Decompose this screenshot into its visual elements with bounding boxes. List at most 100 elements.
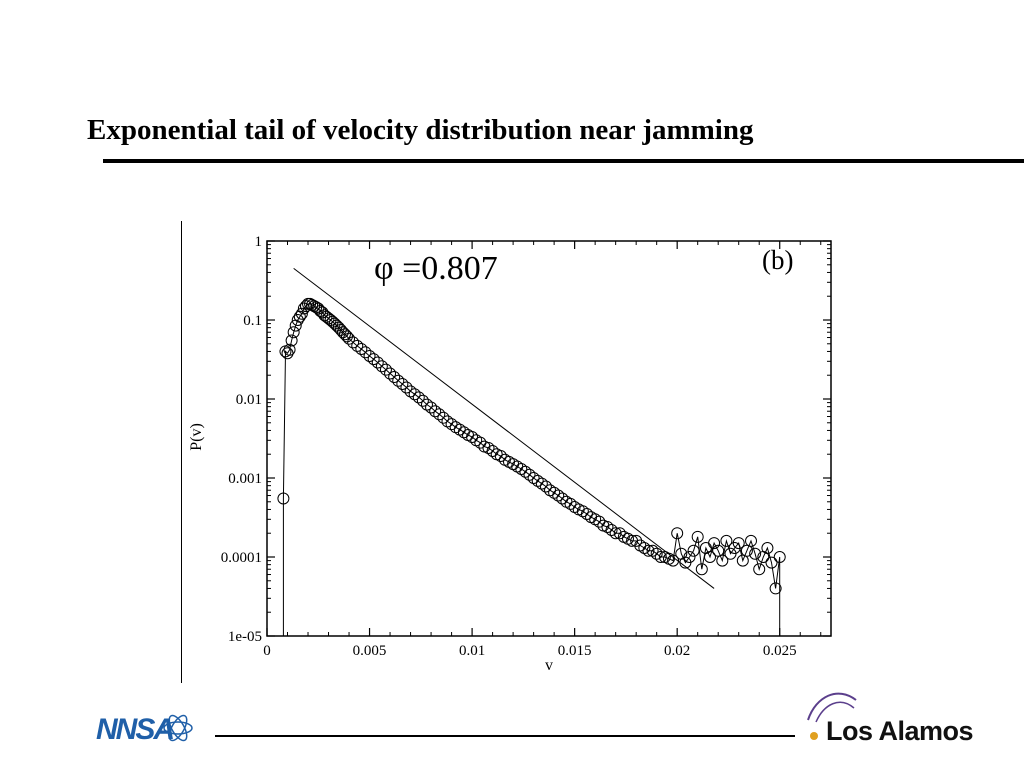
los-alamos-logo-text: Los Alamos bbox=[826, 716, 974, 746]
data-point bbox=[548, 486, 561, 499]
y-tick-label: 0.001 bbox=[228, 471, 262, 487]
data-point bbox=[416, 394, 429, 407]
data-point bbox=[379, 363, 392, 376]
data-point bbox=[691, 530, 704, 543]
data-point bbox=[295, 307, 308, 320]
data-point bbox=[523, 468, 536, 481]
data-point bbox=[396, 377, 409, 390]
data-point bbox=[646, 544, 659, 557]
y-axis-label: P(v) bbox=[188, 423, 205, 451]
data-point bbox=[609, 527, 622, 540]
data-point bbox=[441, 415, 454, 428]
data-point bbox=[343, 332, 356, 345]
data-point bbox=[445, 418, 458, 431]
data-point bbox=[695, 563, 708, 576]
data-point bbox=[671, 527, 684, 540]
data-point bbox=[667, 554, 680, 567]
x-tick-label: 0.015 bbox=[558, 643, 592, 659]
data-point bbox=[281, 347, 294, 360]
data-point bbox=[535, 477, 548, 490]
data-point bbox=[285, 334, 298, 347]
data-point bbox=[420, 398, 433, 411]
title-divider bbox=[103, 159, 1024, 163]
plot-frame bbox=[266, 240, 832, 637]
data-point bbox=[355, 342, 368, 355]
data-point bbox=[531, 474, 544, 487]
data-point bbox=[552, 489, 565, 502]
axis-tick-labels: 0 0.005 0.01 0.015 0.02 0.025 1 0.1 0.01 0.001 0.0… bbox=[221, 234, 797, 659]
panel-label: (b) bbox=[762, 245, 793, 275]
data-point bbox=[412, 391, 425, 404]
data-point bbox=[650, 547, 663, 560]
y-tick-label: 0.1 bbox=[243, 313, 262, 329]
left-vertical-rule bbox=[181, 221, 182, 683]
data-point bbox=[334, 323, 347, 336]
data-point bbox=[433, 408, 446, 421]
data-point bbox=[761, 541, 774, 554]
data-point bbox=[613, 527, 626, 540]
axis-ticks bbox=[266, 240, 831, 637]
data-point bbox=[605, 523, 618, 536]
data-point bbox=[556, 492, 569, 505]
data-point bbox=[745, 534, 758, 547]
data-point bbox=[330, 319, 343, 332]
data-point bbox=[753, 563, 766, 576]
data-point bbox=[392, 374, 405, 387]
data-point bbox=[749, 547, 762, 560]
data-markers bbox=[277, 297, 786, 595]
data-point bbox=[720, 534, 733, 547]
data-point bbox=[765, 556, 778, 569]
series-lines bbox=[282, 267, 781, 636]
slide-title: Exponential tail of velocity distributio… bbox=[87, 114, 754, 146]
data-point bbox=[400, 381, 413, 394]
data-point bbox=[332, 321, 345, 334]
data-point bbox=[601, 520, 614, 533]
data-point bbox=[683, 551, 696, 563]
data-point bbox=[312, 302, 325, 315]
data-point bbox=[708, 537, 721, 550]
data-point bbox=[429, 405, 442, 418]
los-alamos-swoosh-icon bbox=[807, 692, 857, 740]
data-point bbox=[527, 472, 540, 484]
data-point bbox=[437, 411, 450, 424]
data-point bbox=[384, 367, 397, 380]
data-point bbox=[425, 401, 438, 414]
data-point bbox=[515, 462, 528, 475]
x-tick-label: 0.01 bbox=[459, 643, 485, 659]
exponential-fit-line bbox=[293, 267, 715, 589]
nnsa-logo: NNSA bbox=[96, 713, 193, 746]
data-point bbox=[404, 385, 417, 398]
x-tick-label: 0.005 bbox=[353, 643, 387, 659]
data-point bbox=[318, 309, 331, 322]
data-point bbox=[363, 350, 376, 363]
data-point bbox=[769, 582, 782, 595]
y-tick-label: 0.01 bbox=[236, 392, 262, 408]
data-point bbox=[773, 551, 786, 563]
data-point bbox=[367, 353, 380, 366]
data-point bbox=[654, 551, 667, 563]
data-point bbox=[482, 441, 495, 454]
data-point bbox=[703, 551, 716, 563]
data-point bbox=[732, 537, 745, 550]
x-tick-label: 0.025 bbox=[763, 643, 797, 659]
footer-divider bbox=[215, 735, 795, 737]
y-tick-label: 1 bbox=[255, 234, 263, 250]
data-point bbox=[336, 326, 349, 339]
data-point bbox=[340, 330, 353, 343]
data-point bbox=[371, 356, 384, 369]
data-point bbox=[638, 541, 651, 554]
data-point bbox=[564, 497, 577, 510]
data-point bbox=[630, 534, 643, 547]
data-point bbox=[494, 449, 507, 462]
y-tick-label: 1e-05 bbox=[228, 629, 262, 645]
data-point bbox=[519, 465, 532, 478]
data-point bbox=[347, 336, 360, 349]
data-point bbox=[291, 314, 304, 326]
data-point bbox=[351, 339, 364, 352]
data-point bbox=[293, 310, 306, 323]
data-point bbox=[277, 492, 290, 505]
data-point bbox=[716, 554, 729, 567]
data-point bbox=[375, 360, 388, 373]
data-point bbox=[408, 388, 421, 401]
